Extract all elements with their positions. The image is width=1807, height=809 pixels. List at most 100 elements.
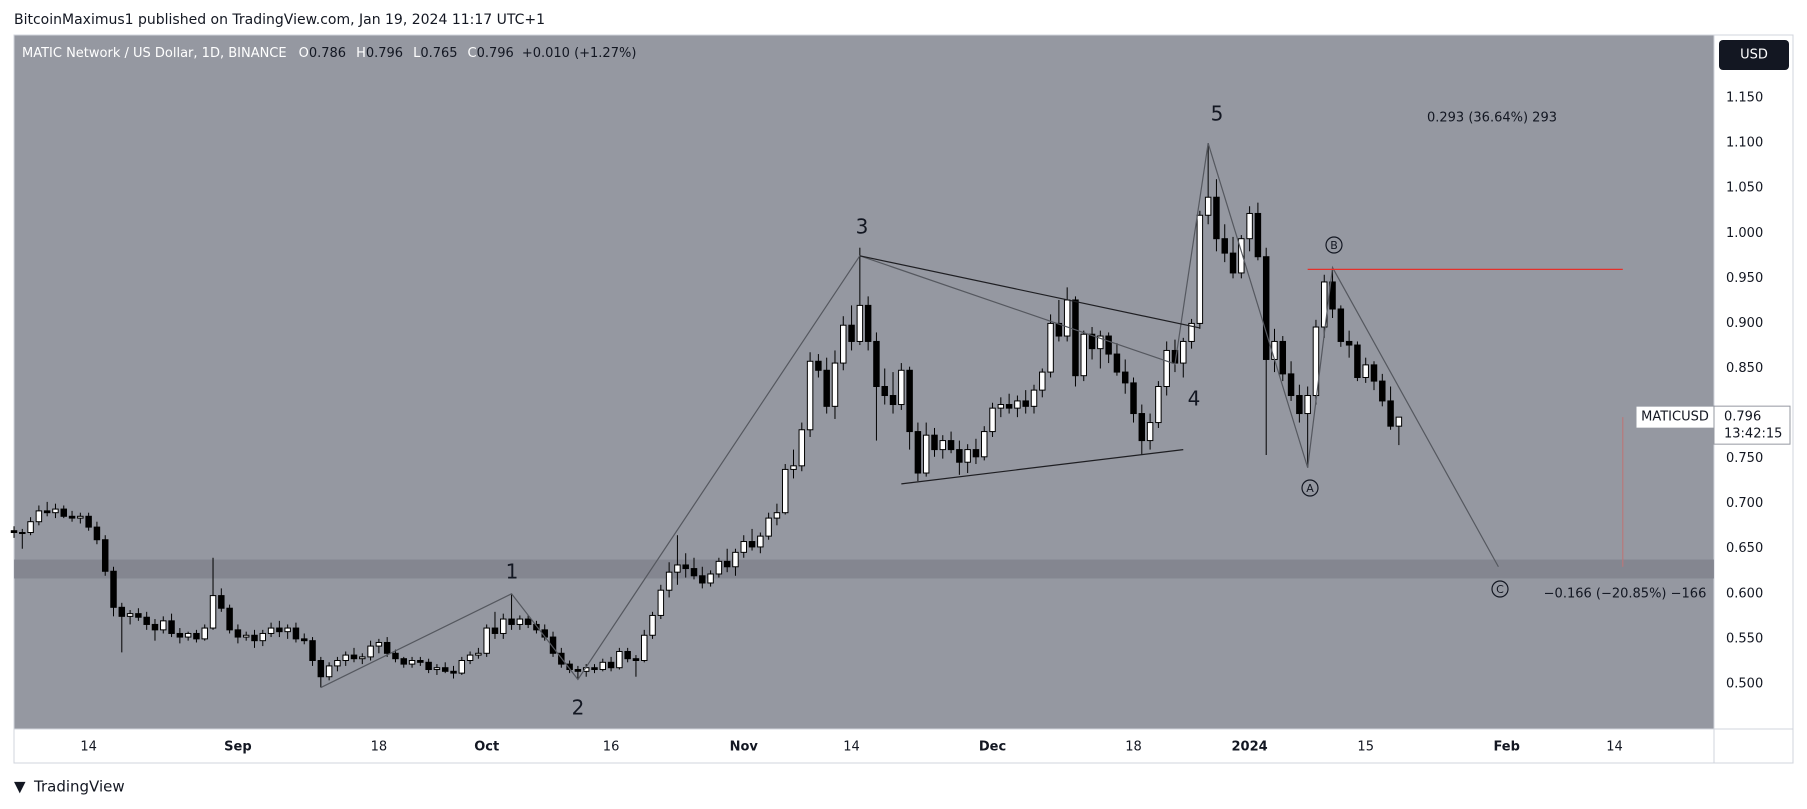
- candle-body: [641, 634, 648, 662]
- candle-body: [1312, 326, 1320, 397]
- candle-body: [10, 530, 18, 534]
- candle-body: [1329, 281, 1336, 310]
- candle-body: [649, 614, 656, 636]
- currency-button[interactable]: [1719, 40, 1789, 70]
- y-tick-label: 1.100: [1726, 136, 1763, 151]
- publisher: BitcoinMaximus1 published on TradingView…: [14, 12, 545, 28]
- candle-body: [922, 434, 930, 474]
- candle-body: [77, 515, 84, 519]
- candle-body: [126, 613, 134, 617]
- candle-body: [1155, 386, 1162, 424]
- y-tick-label: 0.750: [1726, 451, 1763, 466]
- wave-label: 2: [572, 696, 585, 720]
- abc-label: B: [1330, 239, 1338, 252]
- candle-body: [201, 627, 208, 640]
- candle-body: [450, 670, 457, 674]
- candle-body: [715, 560, 723, 575]
- candle-body: [956, 449, 963, 463]
- candle-body: [325, 665, 333, 678]
- candle-body: [1238, 238, 1245, 274]
- candle-body: [989, 407, 996, 433]
- candle-body: [1030, 389, 1038, 407]
- candle-body: [997, 404, 1005, 409]
- wave-label: 5: [1211, 102, 1224, 126]
- candle-body: [1321, 281, 1328, 328]
- candle-body: [1047, 322, 1054, 373]
- candle-body: [740, 541, 747, 553]
- brand-logo: ▼: [14, 778, 26, 796]
- candle-body: [1337, 308, 1345, 342]
- candle-body: [359, 656, 366, 660]
- candle-body: [1121, 371, 1129, 384]
- candle-body: [475, 652, 482, 656]
- y-tick-label: 0.600: [1726, 586, 1763, 601]
- wave-label: 4: [1188, 387, 1201, 411]
- x-tick-label: 16: [603, 740, 620, 755]
- candle-body: [135, 613, 142, 618]
- candle-body: [1304, 395, 1311, 415]
- candle-body: [160, 620, 167, 631]
- candle-body: [781, 468, 789, 514]
- ohlc-key: O: [299, 46, 309, 61]
- candle-body: [1055, 322, 1063, 337]
- candle-body: [1262, 256, 1270, 360]
- annotations: 1 2 3 4 5 A B C 0.293 (36.64%) 293 −0.16…: [506, 102, 1707, 720]
- candle-body: [699, 575, 706, 584]
- y-tick-label: 0.950: [1726, 271, 1763, 286]
- candle-body: [848, 324, 855, 342]
- candle-body: [624, 650, 631, 660]
- candle-body: [972, 449, 980, 458]
- candle-body: [1097, 335, 1104, 350]
- candle-body: [458, 660, 466, 674]
- ohlc-key: H: [356, 46, 366, 61]
- candle-body: [27, 521, 34, 534]
- candle-body: [964, 449, 971, 463]
- y-tick-label: 0.900: [1726, 316, 1763, 331]
- candle-body: [1063, 299, 1071, 337]
- candle-body: [417, 660, 424, 663]
- candle-body: [665, 571, 673, 591]
- candle-body: [1163, 349, 1170, 388]
- candle-body: [831, 362, 839, 407]
- abc-circle: [1301, 479, 1319, 497]
- measurement: 0.293 (36.64%) 293: [1427, 111, 1557, 126]
- candle-body: [226, 607, 233, 631]
- plot-area: [14, 35, 1714, 729]
- candle-body: [690, 568, 698, 577]
- candle-body: [1022, 400, 1029, 407]
- y-tick-label: 1.050: [1726, 181, 1763, 196]
- trend-line: [320, 142, 1499, 689]
- change: +0.010 (+1.27%): [522, 46, 637, 61]
- candle-body: [491, 627, 499, 634]
- candle-body: [524, 618, 532, 625]
- candle-body: [118, 606, 126, 617]
- candle-body: [267, 627, 275, 634]
- candle-body: [35, 510, 43, 523]
- abc-circle: [1491, 580, 1509, 598]
- candle-body: [591, 667, 598, 671]
- candle-body: [765, 517, 772, 537]
- candle-body: [1354, 344, 1361, 378]
- candle-body: [1379, 380, 1386, 402]
- candle-body: [500, 618, 507, 634]
- candle-body: [939, 440, 947, 451]
- currency-label[interactable]: USD: [1740, 48, 1768, 63]
- symbol-label: MATICUSD: [1641, 410, 1709, 425]
- candle-body: [657, 589, 665, 616]
- y-tick-label: 0.700: [1726, 496, 1763, 511]
- candle-body: [1196, 214, 1204, 324]
- candle-body: [616, 650, 623, 669]
- candle-body: [1362, 364, 1369, 378]
- candle-body: [392, 652, 399, 660]
- candle-body: [1370, 364, 1378, 382]
- candle-body: [981, 431, 988, 458]
- trend-line: [901, 449, 1184, 485]
- candle-body: [1204, 196, 1212, 216]
- ohlc-value: 0.765: [420, 46, 457, 61]
- candle-body: [168, 620, 175, 634]
- candle-body: [209, 595, 217, 629]
- y-tick-label: 1.150: [1726, 91, 1763, 106]
- symbol-title: MATIC Network / US Dollar, 1D, BINANCE: [22, 46, 287, 61]
- candle-body: [914, 431, 922, 474]
- candle-body: [101, 539, 109, 572]
